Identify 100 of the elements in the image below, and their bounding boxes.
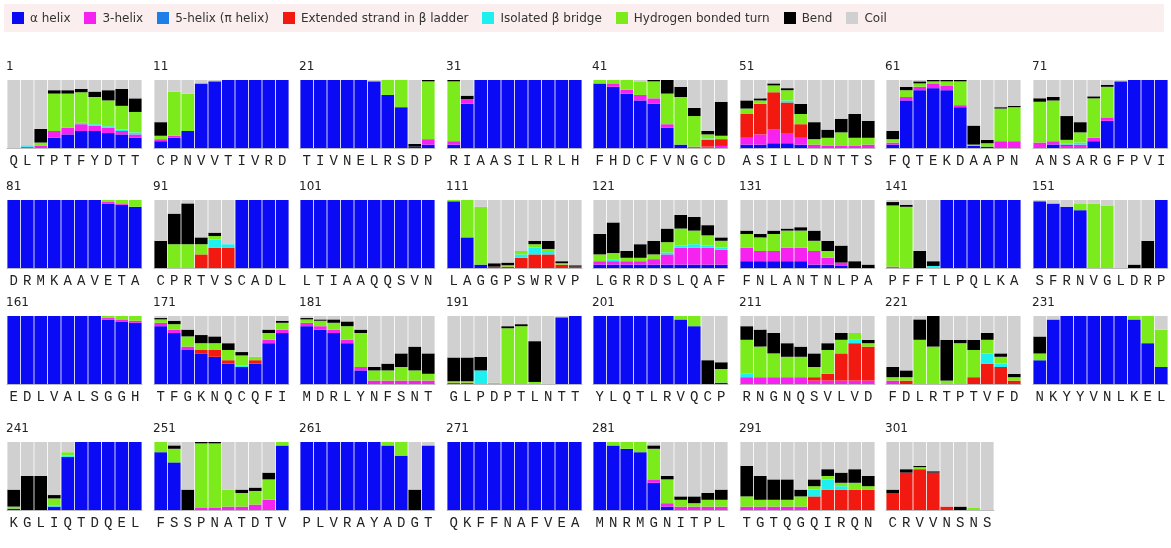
x-tick-label: F [1116,153,1125,169]
x-tick-label: K [1129,389,1139,405]
x-tick-label: P [703,515,712,531]
x-tick-label: A [383,515,393,531]
chart-title: 21 [299,59,315,73]
x-tick-label: Q [622,389,631,405]
x-tick-label: G [476,273,485,289]
x-tick-label: T [636,389,645,405]
x-tick-label: L [836,273,845,289]
x-tick-label: P [888,273,897,289]
chart-title: 191 [445,295,469,309]
x-tick-label: W [530,273,540,289]
x-tick-label: S [956,515,965,531]
x-tick-label: R [622,273,632,289]
x-tick-label: A [489,153,499,169]
x-tick-label: F [156,515,165,531]
x-tick-label: D [902,389,911,405]
x-tick-label: S [223,273,232,289]
x-tick-label: Q [370,273,379,289]
x-tick-label: S [503,153,512,169]
x-tick-label: G [23,515,32,531]
x-tick-label: T [156,389,165,405]
legend-label: Extended strand in β ladder [300,11,469,25]
x-tick-label: Q [796,389,805,405]
legend-label: α helix [30,11,71,25]
chart-title: 51 [738,59,754,73]
x-tick-label: I [676,515,685,531]
chart-title: 1 [6,59,14,73]
x-tick-label: F [383,389,392,405]
chart-title: 71 [1031,59,1047,73]
x-tick-label: N [543,389,552,405]
x-tick-label: L [23,153,32,169]
x-tick-label: D [410,153,419,169]
x-tick-label: D [104,153,113,169]
x-tick-label: T [850,153,859,169]
x-tick-label: E [117,515,126,531]
x-tick-label: Y [1062,389,1072,405]
x-tick-label: P [1129,153,1138,169]
x-tick-label: L [36,389,45,405]
x-tick-label: C [703,389,712,405]
x-tick-label: N [503,515,512,531]
x-tick-label: C [237,389,246,405]
x-tick-label: E [356,153,365,169]
x-tick-label: G [690,153,699,169]
x-tick-label: V [557,273,567,289]
x-tick-label: N [1048,153,1057,169]
x-tick-label: I [50,515,59,531]
x-tick-label: C [888,515,897,531]
x-tick-label: A [969,153,979,169]
x-tick-label: P [996,153,1005,169]
x-tick-label: S [863,153,872,169]
x-tick-label: L [595,273,604,289]
chart-title: 251 [152,421,176,435]
chart-title: 131 [738,179,762,193]
x-tick-label: A [570,515,580,531]
x-tick-label: N [863,515,872,531]
x-tick-label: I [1156,153,1165,169]
x-tick-label: T [424,515,433,531]
x-tick-label: D [489,389,498,405]
x-tick-label: L [769,273,778,289]
x-tick-label: T [769,515,778,531]
x-tick-label: N [796,273,805,289]
x-tick-label: F [996,389,1005,405]
x-tick-label: T [36,153,45,169]
x-tick-label: K [196,389,206,405]
x-tick-label: D [90,515,99,531]
x-tick-label: A [782,273,792,289]
x-tick-label: K [942,153,952,169]
x-tick-label: G [449,389,458,405]
chart-title: 81 [6,179,22,193]
x-tick-label: T [237,515,246,531]
x-tick-label: N [609,515,618,531]
x-tick-label: V [676,389,686,405]
x-tick-label: E [557,515,566,531]
x-tick-label: F [742,273,751,289]
x-tick-label: T [424,389,433,405]
x-tick-label: Q [690,273,699,289]
x-tick-label: A [223,515,233,531]
chart-title: 241 [6,421,29,435]
x-tick-label: F [264,389,273,405]
x-tick-label: V [543,515,553,531]
chart-title: 291 [738,421,762,435]
x-tick-label: S [397,273,406,289]
x-tick-label: L [1156,389,1165,405]
x-tick-label: N [210,389,219,405]
x-tick-label: D [277,153,286,169]
x-tick-label: M [302,389,311,405]
x-tick-label: T [516,389,525,405]
x-tick-label: D [250,515,259,531]
x-tick-label: L [942,273,951,289]
legend-label: 3-helix [102,11,144,25]
x-tick-label: Q [383,273,392,289]
x-tick-label: A [63,389,73,405]
x-tick-label: F [888,153,897,169]
x-tick-label: R [836,515,846,531]
x-tick-label: T [929,273,938,289]
x-tick-label: V [1089,273,1099,289]
x-tick-label: A [863,273,873,289]
x-tick-label: A [1075,153,1085,169]
x-tick-label: D [863,389,872,405]
